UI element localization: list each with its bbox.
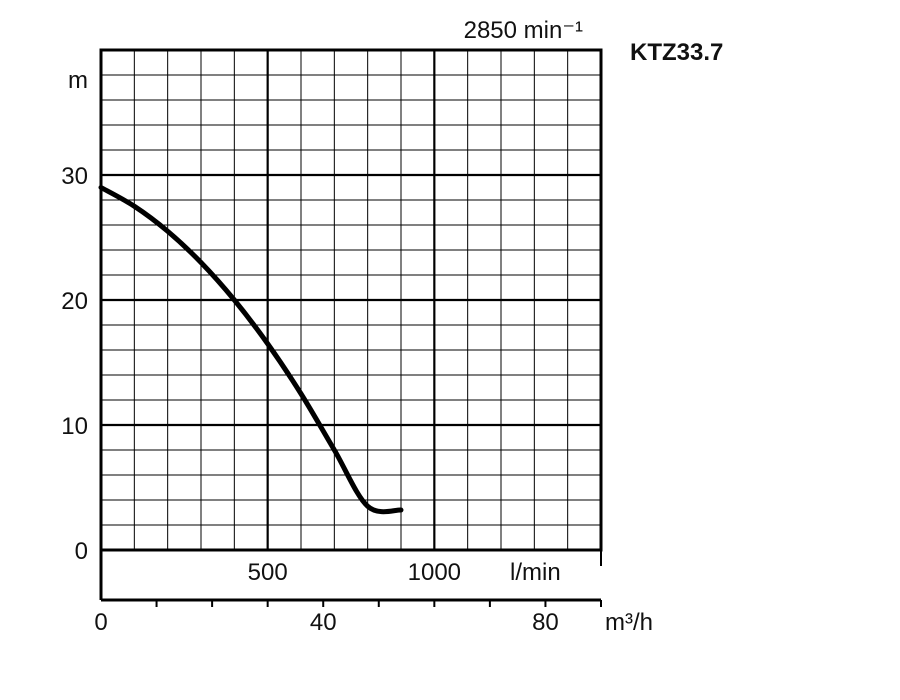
x-tick-label-m3h: 0 (94, 609, 107, 636)
x-tick-label-lmin: 500 (248, 559, 288, 586)
x-tick-label-m3h: 80 (532, 609, 559, 636)
m3h-unit-label: m³/h (605, 609, 653, 636)
y-tick-label: 30 (61, 163, 88, 190)
y-axis-label: m (68, 67, 88, 94)
y-tick-label: 20 (61, 288, 88, 315)
x-tick-label-m3h: 40 (310, 609, 337, 636)
y-tick-label: 0 (75, 538, 88, 565)
flow-axis-panel (99, 548, 602, 607)
grid-lines (99, 48, 603, 552)
pump-curve-line (98, 185, 404, 515)
tick-labels: 0 10 20 30 500 1000 0 40 80 (61, 163, 558, 636)
chart-title: KTZ33.7 (630, 39, 723, 66)
x-tick-label-lmin: 1000 (408, 559, 461, 586)
y-tick-label: 10 (61, 413, 88, 440)
lmin-unit-label: l/min (510, 559, 561, 586)
speed-label: 2850 min⁻¹ (464, 17, 583, 44)
